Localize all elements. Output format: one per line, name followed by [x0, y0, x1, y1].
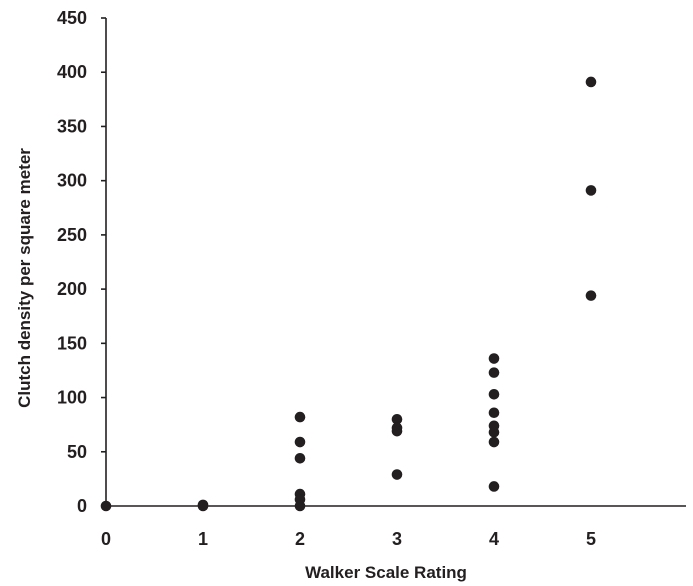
data-point — [488, 407, 500, 419]
y-tick-label: 100 — [57, 388, 87, 408]
data-point — [294, 452, 306, 464]
data-point — [294, 436, 306, 448]
y-tick-label: 200 — [57, 279, 87, 299]
x-axis-title: Walker Scale Rating — [305, 563, 467, 582]
x-tick-label: 5 — [586, 529, 596, 549]
data-point — [488, 389, 500, 400]
data-point — [488, 353, 500, 364]
data-point — [391, 413, 403, 425]
x-tick-label: 3 — [392, 529, 402, 549]
y-tick-label: 300 — [57, 171, 87, 191]
data-point — [391, 425, 403, 437]
y-tick-label: 450 — [57, 8, 87, 28]
x-tick-label: 0 — [101, 529, 111, 549]
data-point — [100, 500, 112, 512]
y-tick-label: 50 — [67, 442, 87, 462]
data-point — [197, 500, 209, 512]
y-tick-label: 150 — [57, 333, 87, 353]
y-tick-label: 400 — [57, 62, 87, 82]
x-tick-label: 1 — [198, 529, 208, 549]
x-tick-label: 2 — [295, 529, 305, 549]
data-points — [100, 76, 597, 512]
y-axis-ticks: 0 50 100 150 200 250 300 350 400 450 — [57, 8, 106, 516]
data-point — [488, 481, 500, 492]
data-point — [391, 469, 403, 480]
data-point — [294, 500, 306, 512]
x-tick-label: 4 — [489, 529, 499, 549]
x-axis-ticks: 0 1 2 3 4 5 — [101, 529, 596, 549]
y-tick-label: 250 — [57, 225, 87, 245]
data-point — [488, 426, 500, 438]
data-point — [585, 76, 597, 88]
y-tick-label: 350 — [57, 116, 87, 136]
data-point — [488, 367, 500, 378]
y-axis-title: Clutch density per square meter — [15, 148, 34, 408]
data-point — [294, 411, 306, 423]
y-tick-label: 0 — [77, 496, 87, 516]
data-point — [585, 185, 597, 196]
data-point — [585, 290, 597, 301]
data-point — [488, 436, 500, 448]
